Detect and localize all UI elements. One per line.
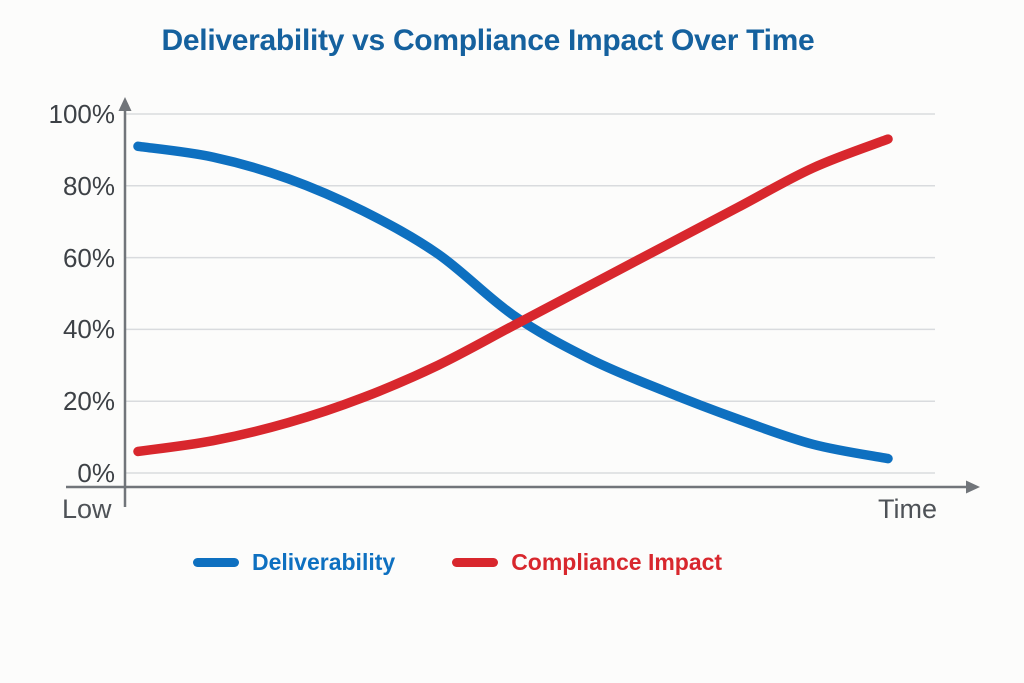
y-tick-label: 80% xyxy=(62,170,115,201)
y-axis-arrow-icon xyxy=(118,97,132,111)
x-axis-label-low: Low xyxy=(62,494,112,524)
series-line-deliverability xyxy=(133,141,893,464)
x-axis-arrow-icon xyxy=(966,480,980,494)
legend-swatch-icon xyxy=(452,557,499,567)
chart-title: Deliverability vs Compliance Impact Over… xyxy=(161,24,815,57)
legend-item-compliance-impact: Compliance Impact xyxy=(452,548,722,576)
y-tick-label: 20% xyxy=(62,386,115,417)
x-axis-label-time: Time xyxy=(878,494,937,524)
series-line-compliance-impact xyxy=(133,134,893,457)
legend: Deliverability Compliance Impact xyxy=(193,548,722,576)
legend-label: Compliance Impact xyxy=(511,549,723,575)
legend-label: Deliverability xyxy=(252,549,396,575)
y-tick-label: 0% xyxy=(77,458,115,488)
y-tick-label: 100% xyxy=(48,99,116,129)
legend-item-deliverability: Deliverability xyxy=(193,548,395,576)
y-tick-label: 60% xyxy=(62,242,115,273)
y-tick-label: 40% xyxy=(62,314,115,345)
legend-swatch-icon xyxy=(193,557,239,567)
